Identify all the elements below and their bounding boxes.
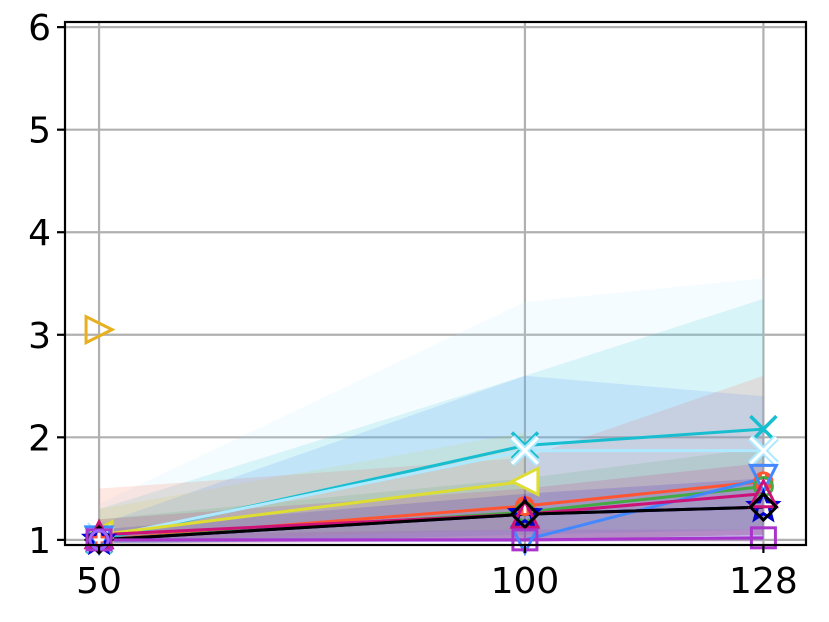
y-tick-label: 1 [28,521,51,562]
point-marker [509,499,541,530]
point-marker [84,314,116,346]
series-band [99,447,764,543]
point-marker [747,477,779,509]
y-tick-label: 2 [28,418,51,459]
series-markers [80,314,782,557]
x-tick-label: 50 [76,561,122,602]
series-band [99,278,764,545]
point-marker [510,436,539,465]
series-line [99,536,764,542]
series-lines [98,427,764,542]
point-marker [747,463,779,495]
series-line [98,479,526,537]
series-band [99,298,764,545]
series-band [99,375,764,543]
plot-frame [63,20,808,547]
point-marker [749,436,778,465]
y-tick-label: 6 [28,8,51,49]
point-marker [748,491,779,523]
point-marker [510,431,540,460]
y-tick-label: 3 [28,316,51,357]
x-tick-label: 128 [729,561,798,602]
y-axis: 1 2 3 4 5 6 [28,8,65,562]
x-axis: 50 100 128 [76,545,798,602]
y-tick-label: 4 [28,213,51,254]
x-tick-label: 100 [491,561,560,602]
point-marker [506,495,544,530]
point-marker [508,465,540,497]
y-tick-label: 5 [28,111,51,152]
